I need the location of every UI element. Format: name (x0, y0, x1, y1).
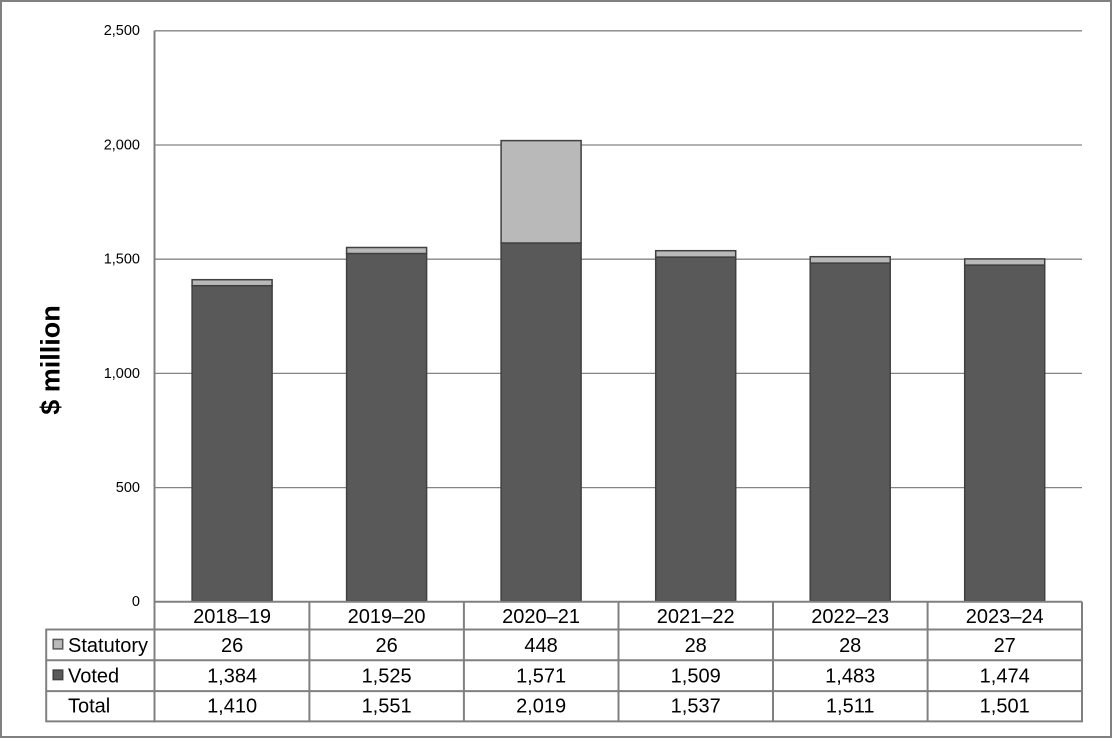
svg-text:1,384: 1,384 (207, 665, 257, 687)
svg-text:2,000: 2,000 (104, 137, 140, 153)
svg-text:2020–21: 2020–21 (502, 606, 580, 628)
svg-text:448: 448 (524, 635, 557, 657)
svg-text:1,483: 1,483 (825, 665, 875, 687)
svg-text:1,474: 1,474 (980, 665, 1030, 687)
svg-text:26: 26 (375, 635, 397, 657)
svg-text:2,019: 2,019 (516, 696, 566, 718)
svg-text:0: 0 (132, 594, 140, 610)
svg-text:2,500: 2,500 (104, 23, 140, 39)
svg-text:1,525: 1,525 (362, 665, 412, 687)
svg-text:28: 28 (839, 635, 861, 657)
svg-text:Total: Total (68, 696, 110, 718)
svg-text:26: 26 (221, 635, 243, 657)
svg-text:1,511: 1,511 (826, 696, 875, 718)
svg-text:2023–24: 2023–24 (966, 606, 1044, 628)
svg-text:2019–20: 2019–20 (348, 606, 426, 628)
svg-text:1,410: 1,410 (207, 696, 257, 718)
svg-text:Voted: Voted (68, 665, 119, 687)
svg-text:$ million: $ million (35, 305, 65, 415)
svg-text:2022–23: 2022–23 (811, 606, 889, 628)
svg-text:27: 27 (994, 635, 1016, 657)
svg-text:2021–22: 2021–22 (657, 606, 735, 628)
svg-text:2018–19: 2018–19 (193, 606, 271, 628)
svg-text:28: 28 (685, 635, 707, 657)
svg-text:Statutory: Statutory (68, 635, 148, 657)
svg-text:1,551: 1,551 (362, 696, 412, 718)
svg-text:1,537: 1,537 (671, 696, 721, 718)
svg-text:1,500: 1,500 (104, 252, 140, 268)
svg-text:1,509: 1,509 (671, 665, 721, 687)
svg-text:1,571: 1,571 (516, 665, 566, 687)
svg-text:1,501: 1,501 (980, 696, 1030, 718)
svg-text:1,000: 1,000 (104, 366, 140, 382)
svg-text:500: 500 (116, 480, 140, 496)
